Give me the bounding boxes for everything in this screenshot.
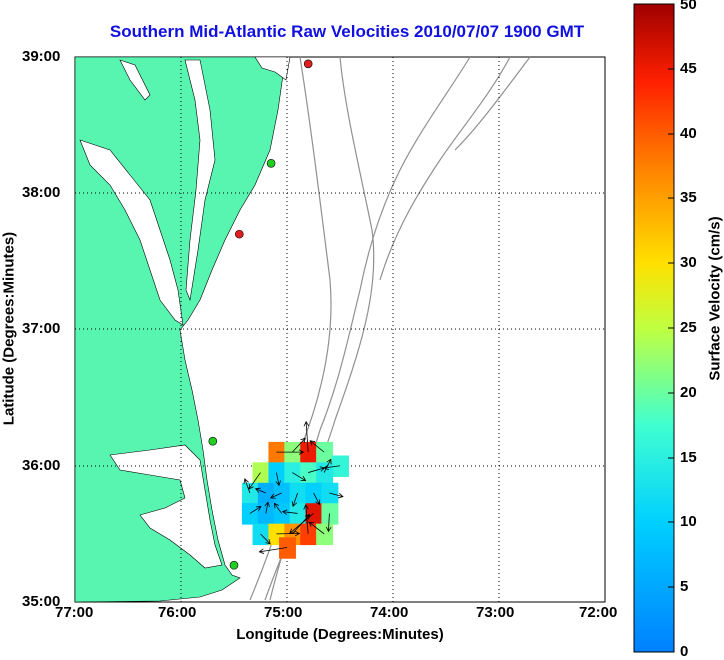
- velocity-arrow: [275, 472, 281, 487]
- lat-tick-label: 39:00: [22, 48, 61, 65]
- velocity-arrow: [249, 506, 262, 514]
- velocity-cell: [273, 482, 291, 505]
- velocity-arrow: [329, 492, 344, 499]
- velocity-arrow: [325, 513, 332, 533]
- colorbar-tick-label: 35: [680, 189, 697, 206]
- colorbar-tick-label: 50: [680, 0, 697, 13]
- velocity-cell: [279, 537, 296, 559]
- lon-tick-label: 73:00: [476, 604, 515, 621]
- colorbar-tick-label: 25: [680, 319, 697, 336]
- radar-station-marker: [235, 229, 244, 239]
- lat-tick-label: 35:00: [22, 593, 61, 610]
- grid-lines: [75, 57, 605, 602]
- velocity-arrow: [276, 530, 301, 537]
- velocity-arrow: [276, 449, 305, 455]
- velocity-cell: [241, 482, 259, 505]
- lon-tick-label: 74:00: [370, 604, 409, 621]
- radar-stations: [208, 59, 313, 570]
- velocity-cell: [316, 441, 334, 464]
- radar-station-marker: [266, 158, 276, 168]
- velocity-cell: [241, 503, 259, 525]
- lon-tick-label: 75:00: [264, 604, 303, 621]
- velocity-arrow: [243, 478, 251, 494]
- velocity-arrow: [303, 420, 310, 453]
- velocity-arrow: [264, 501, 270, 514]
- lon-tick-label: 72:00: [579, 604, 618, 621]
- colorbar-tick-label: 40: [680, 125, 697, 142]
- velocity-cell: [321, 503, 339, 525]
- radar-station-marker: [303, 59, 313, 69]
- velocity-cell: [332, 455, 349, 477]
- y-axis-label: Latitude (Degrees:Minutes): [0, 231, 18, 426]
- colorbar-tick-label: 30: [680, 254, 697, 271]
- colorbar-tick-label: 45: [680, 60, 697, 77]
- colorbar-tick-label: 10: [680, 513, 697, 530]
- velocity-cell: [305, 503, 323, 525]
- velocity-cell: [316, 523, 334, 546]
- velocity-cell: [257, 503, 275, 525]
- velocity-arrow: [308, 521, 325, 535]
- velocity-arrow: [308, 466, 326, 473]
- velocity-arrow: [281, 509, 298, 515]
- colorbar-ticks: [668, 3, 674, 653]
- velocity-arrow: [292, 472, 307, 481]
- radar-station-marker: [208, 436, 218, 446]
- velocity-arrow: [323, 458, 332, 473]
- velocity-arrow: [291, 492, 298, 508]
- colorbar-tick-label: 20: [680, 384, 697, 401]
- velocity-cell: [268, 441, 286, 464]
- velocity-cell: [300, 523, 318, 546]
- colorbar-label: Surface Velocity (cm/s): [706, 216, 724, 381]
- x-axis-label: Longitude (Degrees:Minutes): [236, 626, 444, 643]
- lon-tick-label: 76:00: [158, 604, 197, 621]
- velocity-arrow: [313, 492, 321, 506]
- colorbar-tick-label: 0: [680, 643, 689, 660]
- velocity-arrow: [260, 533, 271, 545]
- lat-tick-label: 38:00: [22, 184, 61, 201]
- velocity-arrow: [303, 504, 309, 534]
- velocity-arrow: [292, 437, 306, 453]
- velocity-arrow: [273, 502, 283, 514]
- lat-tick-label: 37:00: [22, 320, 61, 337]
- delaware-bay: [254, 56, 291, 81]
- velocity-arrows: [243, 420, 344, 554]
- velocity-arrow: [269, 492, 282, 499]
- colorbar-tick-label: 15: [680, 449, 697, 466]
- colorbar-tick-label: 5: [680, 578, 689, 595]
- pamlico-sound: [109, 444, 223, 569]
- velocity-arrow: [258, 547, 288, 554]
- velocity-arrow: [254, 487, 266, 494]
- velocity-cell: [289, 503, 307, 525]
- chesapeake-bay: [79, 59, 216, 326]
- lon-tick-label: 77:00: [55, 604, 94, 621]
- velocity-cell: [289, 482, 307, 505]
- velocity-cell: [316, 462, 334, 484]
- velocity-arrow: [248, 472, 261, 490]
- radar-station-marker: [229, 560, 239, 570]
- velocity-arrow: [309, 440, 325, 453]
- velocity-cell: [257, 482, 275, 505]
- map-title: Southern Mid-Atlantic Raw Velocities 201…: [109, 22, 585, 41]
- lat-tick-label: 36:00: [22, 457, 61, 474]
- velocity-cell: [300, 441, 318, 464]
